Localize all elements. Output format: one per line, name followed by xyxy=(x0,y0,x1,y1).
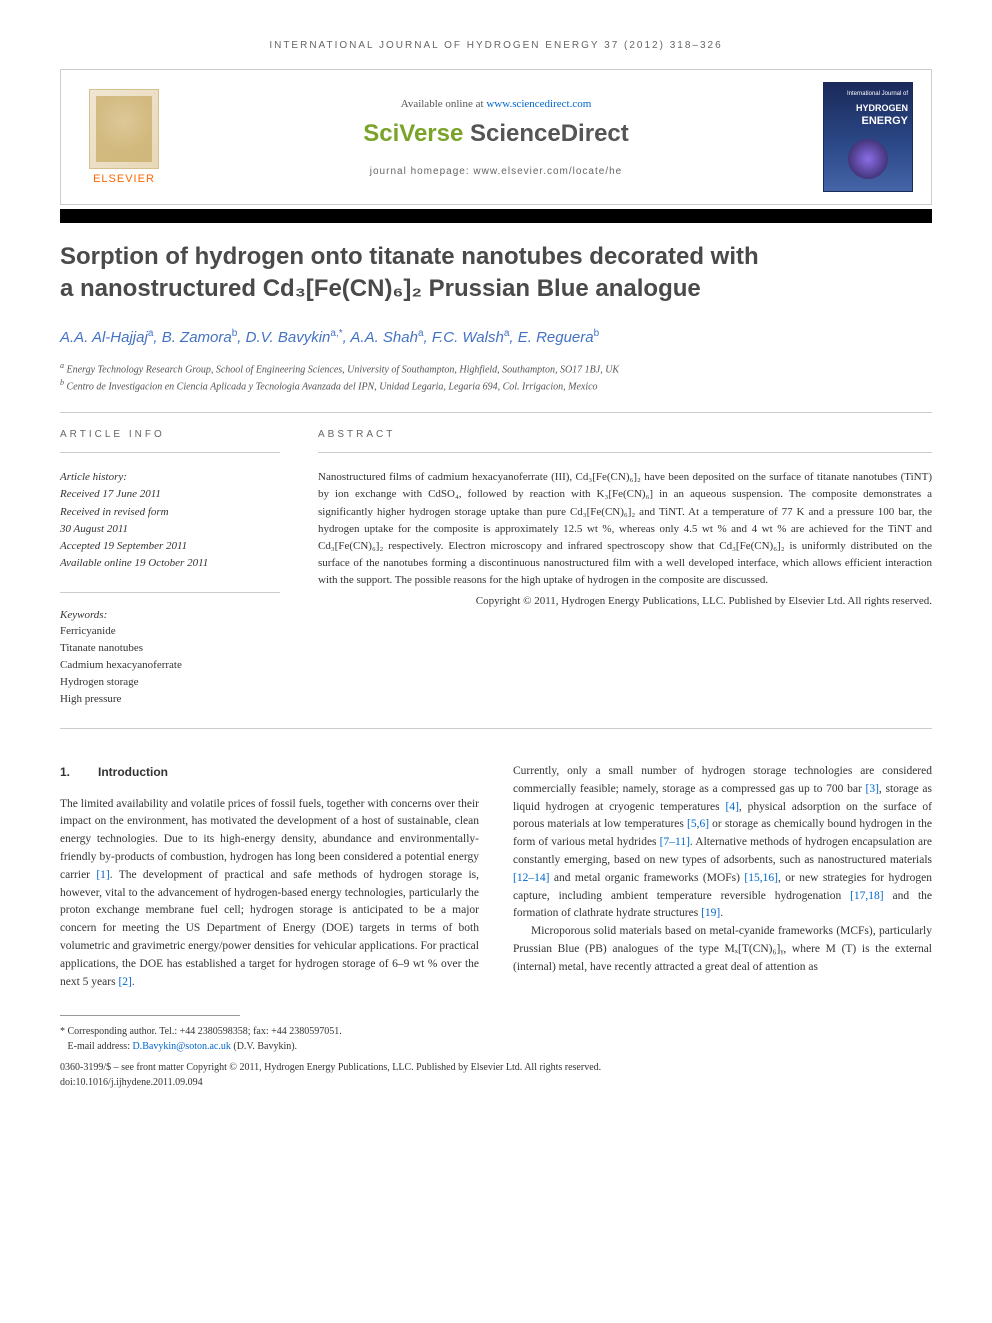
affiliations: a Energy Technology Research Group, Scho… xyxy=(60,360,932,395)
history-revised-2: 30 August 2011 xyxy=(60,521,280,538)
keyword-item: Ferricyanide xyxy=(60,623,280,640)
publisher-block: ELSEVIER xyxy=(79,89,169,185)
available-prefix: Available online at xyxy=(401,98,487,110)
divider-top xyxy=(60,412,932,413)
affiliation-b: b Centro de Investigacion en Ciencia Apl… xyxy=(60,377,932,394)
title-line-1: Sorption of hydrogen onto titanate nanot… xyxy=(60,243,759,270)
body-paragraph: Currently, only a small number of hydrog… xyxy=(513,763,932,923)
body-column-right: Currently, only a small number of hydrog… xyxy=(513,763,932,992)
keyword-item: High pressure xyxy=(60,691,280,708)
corr-tel: Tel.: +44 2380598358; fax: +44 238059705… xyxy=(157,1026,342,1037)
footer-copyright: 0360-3199/$ – see front matter Copyright… xyxy=(60,1060,932,1090)
keyword-item: Cadmium hexacyanoferrate xyxy=(60,657,280,674)
keywords-divider xyxy=(60,592,280,593)
black-divider-bar xyxy=(60,209,932,223)
abstract-copyright: Copyright © 2011, Hydrogen Energy Public… xyxy=(318,593,932,610)
abstract-text: Nanostructured films of cadmium hexacyan… xyxy=(318,469,932,588)
info-divider xyxy=(60,452,280,453)
body-paragraph: Microporous solid materials based on met… xyxy=(513,923,932,976)
history-accepted: Accepted 19 September 2011 xyxy=(60,538,280,555)
sciencedirect-link[interactable]: www.sciencedirect.com xyxy=(486,98,591,110)
cover-line3: ENERGY xyxy=(862,115,908,127)
elsevier-tree-icon xyxy=(89,89,159,169)
header-center: Available online at www.sciencedirect.co… xyxy=(169,98,823,177)
available-online-line: Available online at www.sciencedirect.co… xyxy=(189,98,803,110)
abstract-column: ABSTRACT Nanostructured films of cadmium… xyxy=(318,429,932,708)
corr-email-link[interactable]: D.Bavykin@soton.ac.uk xyxy=(132,1041,230,1052)
doi-line: doi:10.1016/j.ijhydene.2011.09.094 xyxy=(60,1075,932,1090)
ref-link[interactable]: [5,6] xyxy=(687,818,709,830)
cover-line1: International Journal of xyxy=(828,91,908,97)
section-title: Introduction xyxy=(98,765,168,779)
section-number: 1. xyxy=(60,763,98,782)
journal-cover: International Journal of HYDROGEN ENERGY xyxy=(823,82,913,192)
history-received: Received 17 June 2011 xyxy=(60,486,280,503)
keywords-list: Ferricyanide Titanate nanotubes Cadmium … xyxy=(60,623,280,708)
history-online: Available online 19 October 2011 xyxy=(60,555,280,572)
sciverse-logo: SciVerse ScienceDirect xyxy=(189,120,803,148)
page-root: INTERNATIONAL JOURNAL OF HYDROGEN ENERGY… xyxy=(0,0,992,1140)
author-list: A.A. Al-Hajjaja, B. Zamorab, D.V. Bavyki… xyxy=(60,328,932,346)
article-title: Sorption of hydrogen onto titanate nanot… xyxy=(60,241,932,306)
ref-link[interactable]: [17,18] xyxy=(850,890,884,902)
ref-link[interactable]: [3] xyxy=(866,783,879,795)
ref-link[interactable]: [7–11] xyxy=(660,836,690,848)
history-revised-1: Received in revised form xyxy=(60,504,280,521)
copyright-line: 0360-3199/$ – see front matter Copyright… xyxy=(60,1060,932,1075)
keyword-item: Hydrogen storage xyxy=(60,674,280,691)
body-paragraph: The limited availability and volatile pr… xyxy=(60,796,479,992)
body-column-left: 1.Introduction The limited availability … xyxy=(60,763,479,992)
sciverse-word: SciVerse xyxy=(363,120,470,147)
abstract-divider xyxy=(318,452,932,453)
abstract-label: ABSTRACT xyxy=(318,429,932,440)
email-label: E-mail address: xyxy=(68,1041,133,1052)
article-info-label: ARTICLE INFO xyxy=(60,429,280,440)
affiliation-a: a Energy Technology Research Group, Scho… xyxy=(60,360,932,377)
keywords-heading: Keywords: xyxy=(60,609,280,621)
history-heading: Article history: xyxy=(60,469,280,486)
running-head: INTERNATIONAL JOURNAL OF HYDROGEN ENERGY… xyxy=(60,40,932,51)
keyword-item: Titanate nanotubes xyxy=(60,640,280,657)
journal-homepage-line: journal homepage: www.elsevier.com/locat… xyxy=(189,166,803,177)
corresponding-author: * Corresponding author. Tel.: +44 238059… xyxy=(60,1024,932,1054)
ref-link[interactable]: [1] xyxy=(96,869,109,881)
ref-link[interactable]: [12–14] xyxy=(513,872,549,884)
article-history: Article history: Received 17 June 2011 R… xyxy=(60,469,280,571)
homepage-link[interactable]: www.elsevier.com/locate/he xyxy=(473,166,622,177)
ref-link[interactable]: [15,16] xyxy=(744,872,778,884)
corr-label: * Corresponding author. xyxy=(60,1026,157,1037)
title-line-2: a nanostructured Cd₃[Fe(CN)₆]₂ Prussian … xyxy=(60,275,701,302)
cover-line2: HYDROGEN xyxy=(856,103,908,113)
section-heading-intro: 1.Introduction xyxy=(60,763,479,782)
footer-divider xyxy=(60,1015,240,1016)
ref-link[interactable]: [19] xyxy=(701,907,720,919)
cover-graphic-icon xyxy=(848,139,888,179)
ref-link[interactable]: [2] xyxy=(118,976,131,988)
header-box: ELSEVIER Available online at www.science… xyxy=(60,69,932,205)
sciencedirect-word: ScienceDirect xyxy=(470,120,629,147)
elsevier-wordmark: ELSEVIER xyxy=(93,173,155,185)
email-suffix: (D.V. Bavykin). xyxy=(231,1041,297,1052)
article-info-column: ARTICLE INFO Article history: Received 1… xyxy=(60,429,280,708)
ref-link[interactable]: [4] xyxy=(725,801,738,813)
meta-abstract-row: ARTICLE INFO Article history: Received 1… xyxy=(60,429,932,708)
homepage-prefix: journal homepage: xyxy=(370,166,474,177)
affiliation-b-text: Centro de Investigacion en Ciencia Aplic… xyxy=(67,381,598,392)
body-columns: 1.Introduction The limited availability … xyxy=(60,763,932,992)
affiliation-a-text: Energy Technology Research Group, School… xyxy=(67,364,620,375)
divider-bottom xyxy=(60,728,932,729)
